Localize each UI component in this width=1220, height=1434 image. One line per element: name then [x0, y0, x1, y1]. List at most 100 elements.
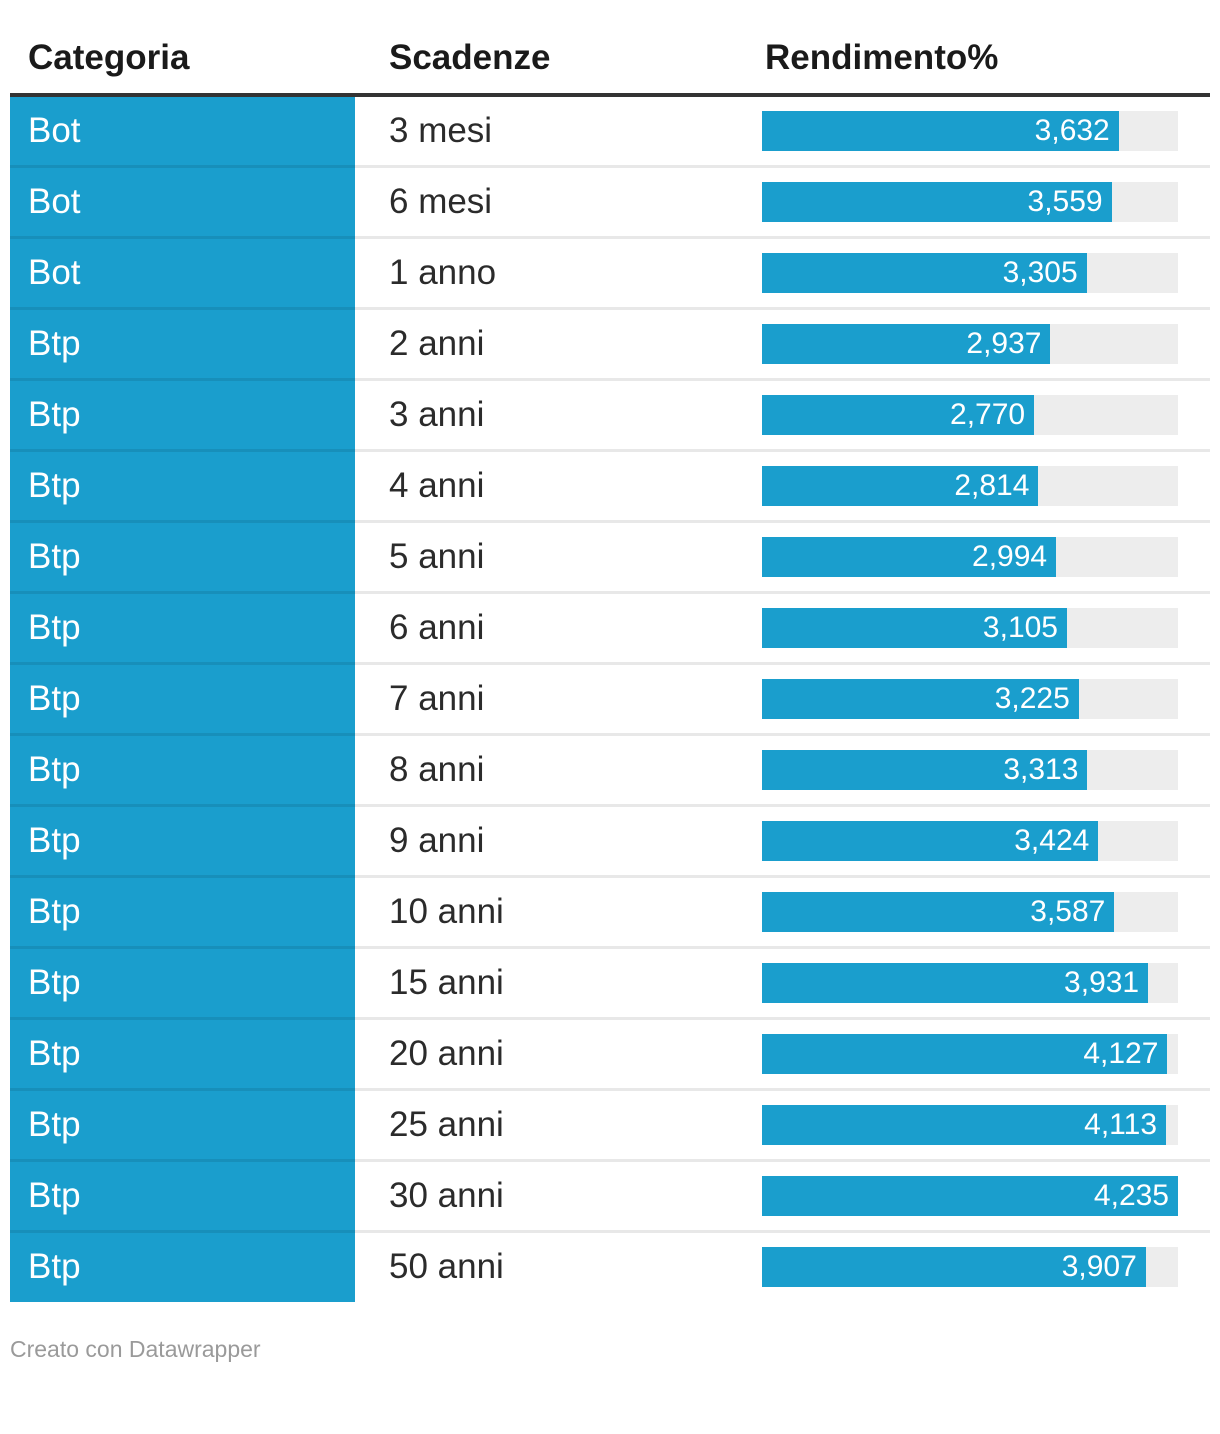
- bar-track: 2,770: [762, 394, 1178, 435]
- bar-track: 2,994: [762, 536, 1178, 577]
- bar-value-label: 3,305: [1002, 255, 1078, 289]
- bond-yields-table: Categoria Scadenze Rendimento% Bot 3 mes…: [10, 0, 1210, 1302]
- bar-value-label: 3,632: [1034, 113, 1110, 147]
- categoria-cell: Btp: [10, 590, 355, 663]
- table-row: Btp 7 anni 3,225: [10, 661, 1210, 734]
- scadenze-cell: 10 anni: [355, 874, 762, 947]
- scadenze-cell: 1 anno: [355, 235, 762, 308]
- table-row: Btp 6 anni 3,105: [10, 590, 1210, 663]
- table-row: Btp 50 anni 3,907: [10, 1229, 1210, 1302]
- rendimento-cell: 4,235: [762, 1158, 1210, 1231]
- rendimento-bar: 2,770: [762, 394, 1035, 435]
- bar-track: 3,313: [762, 749, 1178, 790]
- rendimento-bar: 3,587: [762, 891, 1115, 932]
- scadenze-cell: 8 anni: [355, 732, 762, 805]
- bar-value-label: 3,424: [1014, 823, 1090, 857]
- scadenze-cell: 25 anni: [355, 1087, 762, 1160]
- bar-track: 3,931: [762, 962, 1178, 1003]
- categoria-cell: Btp: [10, 661, 355, 734]
- categoria-cell: Btp: [10, 1229, 355, 1302]
- rendimento-bar: 3,105: [762, 607, 1067, 648]
- rendimento-bar: 2,994: [762, 536, 1057, 577]
- rendimento-cell: 2,814: [762, 448, 1210, 521]
- scadenze-cell: 30 anni: [355, 1158, 762, 1231]
- rendimento-cell: 3,105: [762, 590, 1210, 663]
- column-header-scadenze: Scadenze: [355, 0, 762, 97]
- bar-value-label: 3,931: [1064, 965, 1140, 999]
- scadenze-cell: 15 anni: [355, 945, 762, 1018]
- rendimento-bar: 3,559: [762, 181, 1112, 222]
- rendimento-bar: 3,907: [762, 1247, 1146, 1288]
- table-row: Btp 25 anni 4,113: [10, 1087, 1210, 1160]
- rendimento-bar: 3,424: [762, 820, 1099, 861]
- bar-track: 3,105: [762, 607, 1178, 648]
- categoria-cell: Btp: [10, 1087, 355, 1160]
- rendimento-bar: 3,313: [762, 749, 1088, 790]
- table-row: Btp 20 anni 4,127: [10, 1016, 1210, 1089]
- table-row: Btp 3 anni 2,770: [10, 377, 1210, 450]
- bar-value-label: 4,127: [1083, 1036, 1159, 1070]
- scadenze-cell: 2 anni: [355, 306, 762, 379]
- bar-track: 2,814: [762, 465, 1178, 506]
- bar-track: 3,587: [762, 891, 1178, 932]
- bar-value-label: 3,225: [994, 681, 1070, 715]
- bar-value-label: 3,559: [1027, 184, 1103, 218]
- table-row: Btp 4 anni 2,814: [10, 448, 1210, 521]
- rendimento-cell: 4,127: [762, 1016, 1210, 1089]
- bar-track: 3,559: [762, 181, 1178, 222]
- table-row: Btp 5 anni 2,994: [10, 519, 1210, 592]
- bar-track: 3,305: [762, 252, 1178, 293]
- categoria-cell: Btp: [10, 874, 355, 947]
- table-row: Btp 9 anni 3,424: [10, 803, 1210, 876]
- categoria-cell: Bot: [10, 95, 355, 166]
- bar-track: 3,424: [762, 820, 1178, 861]
- rendimento-cell: 3,632: [762, 95, 1210, 166]
- scadenze-cell: 50 anni: [355, 1229, 762, 1302]
- datawrapper-table-page: Categoria Scadenze Rendimento% Bot 3 mes…: [10, 0, 1210, 1362]
- table-row: Btp 8 anni 3,313: [10, 732, 1210, 805]
- bar-value-label: 2,814: [954, 468, 1030, 502]
- rendimento-cell: 3,587: [762, 874, 1210, 947]
- scadenze-cell: 6 mesi: [355, 164, 762, 237]
- bar-value-label: 3,907: [1061, 1250, 1137, 1284]
- table-row: Btp 2 anni 2,937: [10, 306, 1210, 379]
- scadenze-cell: 3 mesi: [389, 110, 493, 150]
- scadenze-cell: 6 anni: [355, 590, 762, 663]
- rendimento-cell: 3,424: [762, 803, 1210, 876]
- table-row: Bot 3 mesi 3,632: [10, 95, 1210, 166]
- rendimento-cell: 2,770: [762, 377, 1210, 450]
- bar-value-label: 4,113: [1084, 1107, 1158, 1141]
- rendimento-cell: 3,907: [762, 1229, 1210, 1302]
- bar-value-label: 4,235: [1093, 1178, 1169, 1212]
- table-row: Btp 10 anni 3,587: [10, 874, 1210, 947]
- table-row: Btp 15 anni 3,931: [10, 945, 1210, 1018]
- rendimento-cell: 3,313: [762, 732, 1210, 805]
- table-body: Bot 3 mesi 3,632 Bot 6 mesi 3,559 Bot 1 …: [10, 95, 1210, 1302]
- scadenze-cell: 3 anni: [355, 377, 762, 450]
- categoria-cell: Btp: [10, 448, 355, 521]
- rendimento-cell: 3,225: [762, 661, 1210, 734]
- rendimento-bar: 2,814: [762, 465, 1039, 506]
- column-header-rendimento: Rendimento%: [762, 0, 1210, 97]
- scadenze-cell: 5 anni: [355, 519, 762, 592]
- categoria-cell: Btp: [10, 1158, 355, 1231]
- rendimento-bar: 3,632: [762, 110, 1119, 151]
- categoria-cell: Btp: [10, 803, 355, 876]
- rendimento-bar: 4,127: [762, 1033, 1168, 1074]
- bar-track: 2,937: [762, 323, 1178, 364]
- bar-value-label: 3,313: [1003, 752, 1079, 786]
- scadenze-cell: 7 anni: [355, 661, 762, 734]
- categoria-cell: Btp: [10, 945, 355, 1018]
- rendimento-cell: 3,931: [762, 945, 1210, 1018]
- categoria-cell: Bot: [10, 235, 355, 308]
- bar-track: 4,127: [762, 1033, 1178, 1074]
- bar-track: 4,235: [762, 1175, 1178, 1216]
- rendimento-bar: 3,225: [762, 678, 1079, 719]
- categoria-cell: Btp: [10, 306, 355, 379]
- scadenze-cell: 4 anni: [355, 448, 762, 521]
- bar-track: 4,113: [762, 1104, 1178, 1145]
- rendimento-cell: 2,994: [762, 519, 1210, 592]
- bar-value-label: 2,994: [972, 539, 1048, 573]
- table-header: Categoria Scadenze Rendimento%: [10, 0, 1210, 97]
- scadenze-cell: 20 anni: [355, 1016, 762, 1089]
